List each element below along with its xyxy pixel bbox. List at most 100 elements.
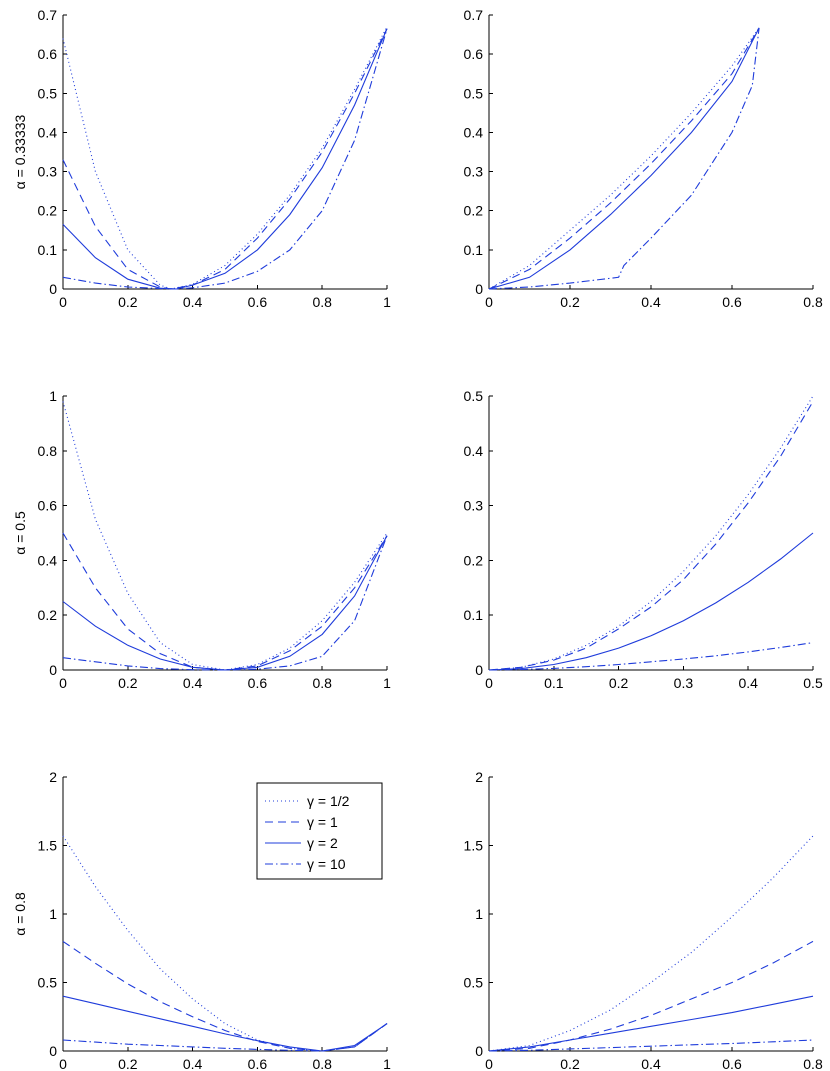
x-tick-label: 1 [383, 1056, 391, 1071]
y-tick-label: 0 [49, 1043, 57, 1059]
x-tick-label: 0.5 [803, 675, 823, 691]
x-tick-label: 0.8 [312, 675, 332, 691]
x-tick-label: 0.4 [183, 294, 203, 310]
subplot-r2-c2: 0 0.1 0.2 0.3 0.4 0.5 0 0.1 0.2 0.3 0.4 0.5 [464, 388, 823, 691]
x-tick-label: 0.8 [803, 294, 823, 310]
subplot-r1-c1: 0 0.2 0.4 0.6 0.8 1 0 0.1 0.2 0.3 0.4 0.5 0.6 0.7 α = … [12, 7, 391, 310]
series-line-dotted [488, 395, 814, 671]
y-tick-label: 0.4 [38, 552, 58, 568]
legend-label: γ = 1 [307, 814, 338, 830]
x-tick-label: 0.8 [803, 1056, 823, 1071]
y-tick-label: 2 [475, 769, 483, 785]
y-tick-label: 0.5 [464, 85, 484, 101]
x-tick-label: 0.6 [248, 294, 268, 310]
y-tick-label: 2 [49, 769, 57, 785]
series-line-dotted [488, 27, 760, 290]
x-tick-label: 0 [485, 294, 493, 310]
x-tick-label: 0.6 [722, 294, 742, 310]
series-line-dotted [488, 835, 814, 1052]
y-tick-label: 1 [49, 388, 57, 404]
x-tick-label: 0.4 [183, 675, 203, 691]
y-axis-label: α = 0.8 [12, 892, 28, 936]
x-tick-label: 0.4 [641, 294, 661, 310]
x-tick-label: 0 [59, 675, 67, 691]
legend: γ = 1/2 γ = 1 γ = 2 γ = 10 [256, 782, 383, 880]
x-tick-label: 0.2 [560, 294, 580, 310]
y-tick-label: 0.3 [464, 164, 484, 180]
x-tick-label: 0.6 [248, 1056, 268, 1071]
legend-label: γ = 1/2 [307, 793, 350, 809]
x-tick-label: 0.6 [722, 1056, 742, 1071]
series-line-solid [62, 535, 388, 671]
y-tick-label: 0.6 [464, 46, 484, 62]
x-tick-label: 0.2 [118, 675, 138, 691]
legend-label: γ = 10 [307, 856, 346, 872]
x-tick-label: 0.2 [609, 675, 629, 691]
x-tick-label: 1 [383, 675, 391, 691]
y-tick-label: 0.1 [464, 242, 484, 258]
series-line-dashed [62, 532, 388, 671]
series-line-dotted [62, 26, 388, 290]
y-tick-label: 1 [49, 906, 57, 922]
x-tick-label: 0.4 [641, 1056, 661, 1071]
series-line-dashed [488, 401, 814, 671]
series-line-dashed [488, 27, 760, 290]
series-line-dashdot [488, 1039, 814, 1052]
y-tick-label: 0.4 [38, 124, 58, 140]
y-tick-label: 0 [49, 281, 57, 297]
y-tick-label: 0.2 [464, 203, 484, 219]
series-line-dashed [62, 28, 388, 290]
y-tick-label: 0 [475, 281, 483, 297]
y-tick-label: 0 [475, 662, 483, 678]
y-tick-label: 0.5 [464, 975, 484, 991]
series-line-dashed [488, 940, 814, 1052]
y-tick-label: 0.4 [464, 124, 484, 140]
x-tick-label: 0.6 [248, 675, 268, 691]
y-tick-label: 0.6 [38, 498, 58, 514]
y-tick-label: 0.4 [464, 443, 484, 459]
x-tick-label: 0.3 [674, 675, 694, 691]
y-tick-label: 0.5 [38, 975, 58, 991]
y-tick-label: 1.5 [38, 838, 58, 854]
series-line-dotted [62, 835, 388, 1052]
y-tick-label: 0.5 [464, 388, 484, 404]
x-tick-label: 0.8 [312, 294, 332, 310]
y-tick-label: 0.2 [38, 607, 58, 623]
y-tick-label: 0 [475, 1043, 483, 1059]
y-tick-label: 1 [475, 906, 483, 922]
series-line-dashed [62, 940, 388, 1052]
y-tick-label: 0.8 [38, 443, 58, 459]
x-tick-label: 0.2 [560, 1056, 580, 1071]
y-tick-label: 0.2 [38, 203, 58, 219]
y-tick-label: 0.6 [38, 46, 58, 62]
y-tick-label: 0.7 [464, 7, 484, 23]
series-line-dotted [62, 401, 388, 671]
series-line-dashdot [62, 28, 388, 290]
y-tick-label: 1.5 [464, 838, 484, 854]
y-tick-label: 0.2 [464, 552, 484, 568]
series-line-solid [62, 28, 388, 290]
subplot-r3-c2: 0 0.2 0.4 0.6 0.8 0 0.5 1 1.5 2 [464, 769, 823, 1071]
x-tick-label: 0 [59, 1056, 67, 1071]
y-tick-label: 0 [49, 662, 57, 678]
x-tick-label: 0.8 [312, 1056, 332, 1071]
subplot-r2-c1: 0 0.2 0.4 0.6 0.8 1 0 0.2 0.4 0.6 0.8 1 α = 0.5 [12, 388, 391, 691]
y-tick-label: 0.3 [38, 164, 58, 180]
x-tick-label: 0.1 [544, 675, 564, 691]
series-line-solid [488, 27, 760, 290]
series-line-solid [488, 532, 814, 671]
y-tick-label: 0.1 [464, 607, 484, 623]
legend-box [256, 782, 383, 880]
y-tick-label: 0.1 [38, 242, 58, 258]
series-line-dashdot [62, 535, 388, 671]
subplot-r3-c1: 0 0.2 0.4 0.6 0.8 1 0 0.5 1 1.5 2 α = 0.8 [12, 769, 391, 1071]
series-line-dashdot [62, 1023, 388, 1052]
series-line-dashdot [488, 642, 814, 671]
x-tick-label: 1 [383, 294, 391, 310]
legend-label: γ = 2 [307, 835, 338, 851]
subplot-r1-c2: 0 0.2 0.4 0.6 0.8 0 0.1 0.2 0.3 0.4 0.5 0.6 0.7 [464, 7, 823, 310]
x-tick-label: 0 [59, 294, 67, 310]
y-tick-label: 0.5 [38, 85, 58, 101]
y-axis-label: α = 0.5 [12, 511, 28, 555]
